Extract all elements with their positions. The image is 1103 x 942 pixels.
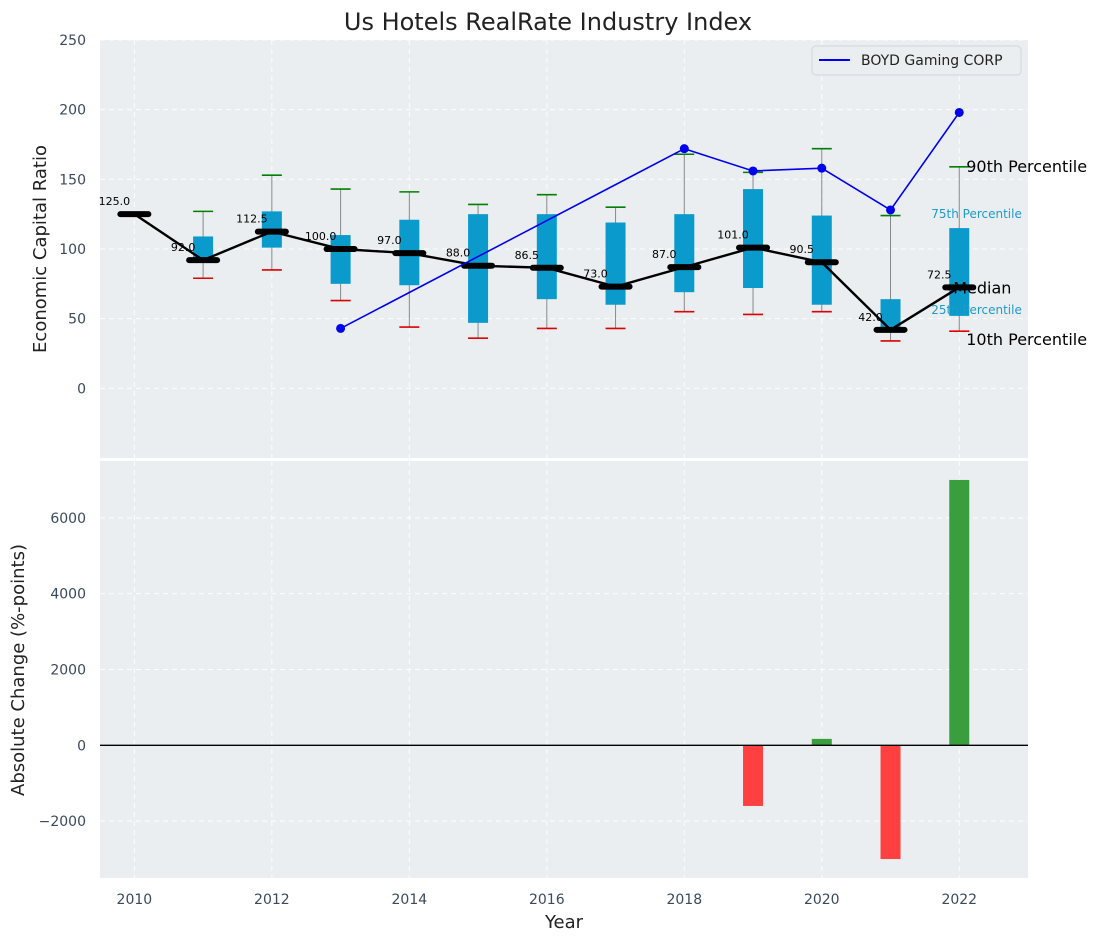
- company-point: [679, 144, 689, 154]
- median-data-label: 73.0: [583, 268, 608, 281]
- top-y-tick-label: 200: [59, 103, 86, 119]
- x-tick-label: 2012: [254, 892, 290, 908]
- bottom-y-tick-label: 6000: [50, 511, 86, 527]
- change-bar: [880, 745, 901, 860]
- bottom-y-tick-label: 4000: [50, 587, 86, 603]
- median-side-label: Median: [953, 278, 1011, 297]
- x-tick-label: 2016: [529, 892, 565, 908]
- box: [605, 222, 626, 305]
- median-data-label: 101.0: [717, 229, 749, 242]
- top-y-tick-label: 50: [68, 312, 86, 328]
- change-bar: [743, 745, 764, 806]
- box: [536, 214, 557, 300]
- x-tick-label: 2020: [804, 892, 840, 908]
- median-data-label: 97.0: [377, 234, 402, 247]
- company-point: [748, 166, 758, 176]
- median-data-label: 92.0: [171, 241, 196, 254]
- box: [674, 214, 695, 293]
- median-data-label: 42.0: [858, 311, 883, 324]
- change-bar: [949, 479, 970, 746]
- company-point: [954, 107, 964, 117]
- median-data-label: 87.0: [652, 248, 677, 261]
- median-data-label: 100.0: [305, 230, 337, 243]
- company-point: [886, 205, 896, 215]
- median-data-label: 86.5: [515, 249, 540, 262]
- q1-side-label: 25th Percentile: [931, 303, 1022, 317]
- p90-side-label: 90th Percentile: [966, 157, 1087, 176]
- median-data-label: 90.5: [790, 243, 815, 256]
- top-y-tick-label: 100: [59, 242, 86, 258]
- x-tick-label: 2010: [117, 892, 153, 908]
- top-y-tick-labels: 0 50 100 150 200 250: [59, 33, 86, 397]
- top-y-axis-title: Economic Capital Ratio: [30, 145, 51, 353]
- bottom-y-tick-labels: −2000 0 2000 4000 6000: [39, 511, 86, 830]
- bottom-y-tick-label: 0: [77, 738, 86, 754]
- change-bar: [811, 738, 832, 746]
- change-bars: [743, 479, 970, 860]
- x-tick-labels: 2010 2012 2014 2016 2018 2020 2022: [117, 892, 978, 908]
- median-data-label: 88.0: [446, 247, 471, 260]
- median-data-label: 72.5: [927, 268, 952, 281]
- bottom-y-tick-label: 2000: [50, 663, 86, 679]
- x-tick-label: 2014: [392, 892, 428, 908]
- box: [743, 189, 764, 289]
- bottom-y-axis-title: Absolute Change (%-points): [8, 544, 29, 796]
- box: [949, 228, 970, 316]
- q3-side-label: 75th Percentile: [931, 207, 1022, 221]
- x-tick-label: 2022: [941, 892, 977, 908]
- top-y-tick-label: 0: [77, 381, 86, 397]
- x-tick-label: 2018: [666, 892, 702, 908]
- company-series: [336, 107, 964, 333]
- top-y-tick-label: 250: [59, 33, 86, 49]
- legend-company-label: BOYD Gaming CORP: [861, 53, 1003, 69]
- p10-side-label: 10th Percentile: [966, 330, 1087, 349]
- bottom-y-tick-label: −2000: [39, 814, 86, 830]
- median-data-label: 125.0: [99, 195, 131, 208]
- median-series: 125.0 92.0 112.5 100.0 97.0 88.0 86.5 73.0 87.0 1…: [99, 195, 977, 333]
- company-line: [340, 111, 960, 330]
- top-y-tick-label: 150: [59, 172, 86, 188]
- median-data-label: 112.5: [236, 213, 268, 226]
- x-axis-title: Year: [544, 912, 584, 933]
- percentile-side-labels: 90th Percentile 75th Percentile Median 25th…: [931, 157, 1087, 349]
- legend: BOYD Gaming CORP: [811, 45, 1022, 76]
- chart-title: Us Hotels RealRate Industry Index: [344, 8, 752, 36]
- company-point: [336, 323, 346, 333]
- company-point: [817, 163, 827, 173]
